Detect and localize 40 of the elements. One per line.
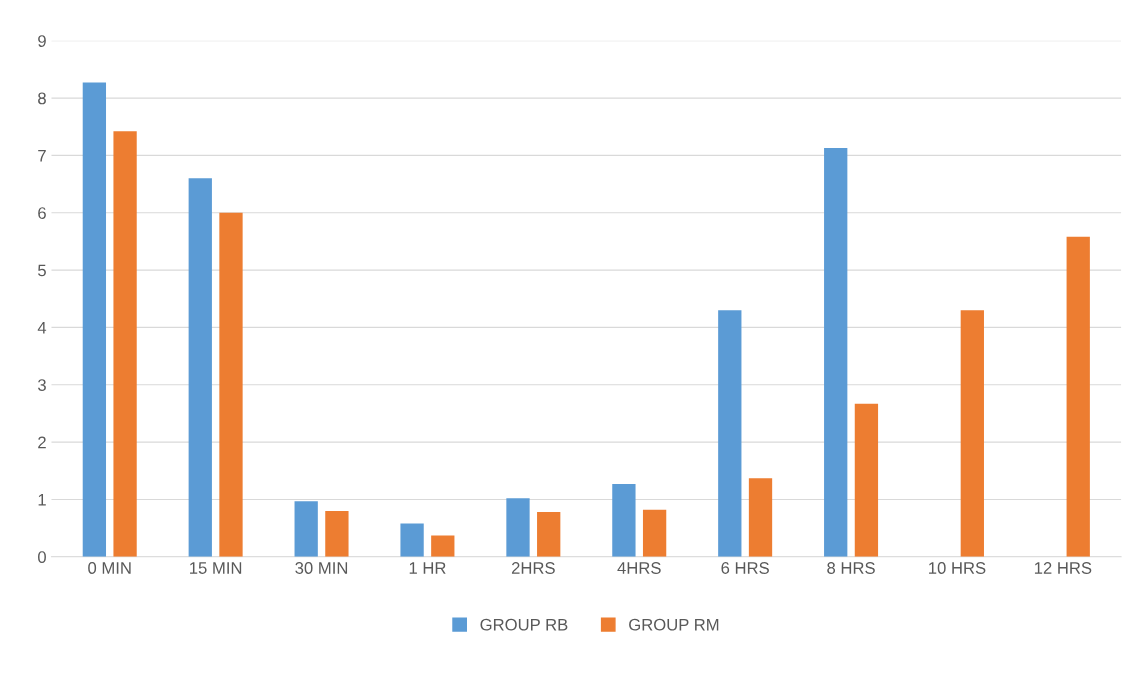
bar	[960, 310, 984, 557]
bar	[506, 498, 530, 557]
legend-label: GROUP RB	[480, 618, 568, 631]
x-tick-label: 10 HRS	[929, 562, 986, 574]
bar	[400, 523, 424, 557]
bar	[612, 483, 636, 557]
y-tick-label: 3	[37, 379, 46, 391]
x-tick-label: 6 HRS	[721, 562, 769, 574]
x-tick-label: 15 MIN	[190, 562, 242, 574]
bar	[1066, 236, 1090, 557]
y-tick-label: 1	[38, 494, 46, 506]
x-tick-label: 1 HR	[409, 562, 446, 574]
y-tick-label: 7	[38, 149, 46, 162]
x-tick-label: 30 MIN	[295, 562, 348, 574]
y-tick-label: 8	[38, 92, 46, 105]
x-tick-label: 4HRS	[617, 562, 661, 574]
bar	[718, 310, 742, 557]
bar	[325, 510, 349, 557]
x-tick-label: 8 HRS	[827, 562, 875, 574]
bar	[294, 501, 318, 557]
bar	[219, 212, 243, 557]
y-tick-label: 0	[38, 551, 46, 563]
y-tick-label: 2	[38, 436, 46, 449]
y-tick-label: 4	[37, 322, 47, 334]
x-tick-label: 0 MIN	[88, 562, 131, 574]
legend-label: GROUP RM	[629, 618, 719, 631]
bar	[537, 512, 561, 557]
bar	[82, 82, 107, 557]
y-tick-label: 5	[38, 264, 46, 277]
bar	[748, 478, 773, 557]
bar	[854, 403, 879, 557]
y-tick-label: 6	[38, 207, 46, 219]
x-tick-label: 2HRS	[511, 562, 555, 574]
bar	[113, 131, 137, 557]
y-tick-label: 9	[38, 35, 46, 47]
bar	[188, 178, 212, 557]
x-tick-label: 12 HRS	[1034, 562, 1092, 574]
bar	[824, 147, 848, 557]
bar	[431, 535, 455, 557]
bar	[642, 509, 667, 557]
